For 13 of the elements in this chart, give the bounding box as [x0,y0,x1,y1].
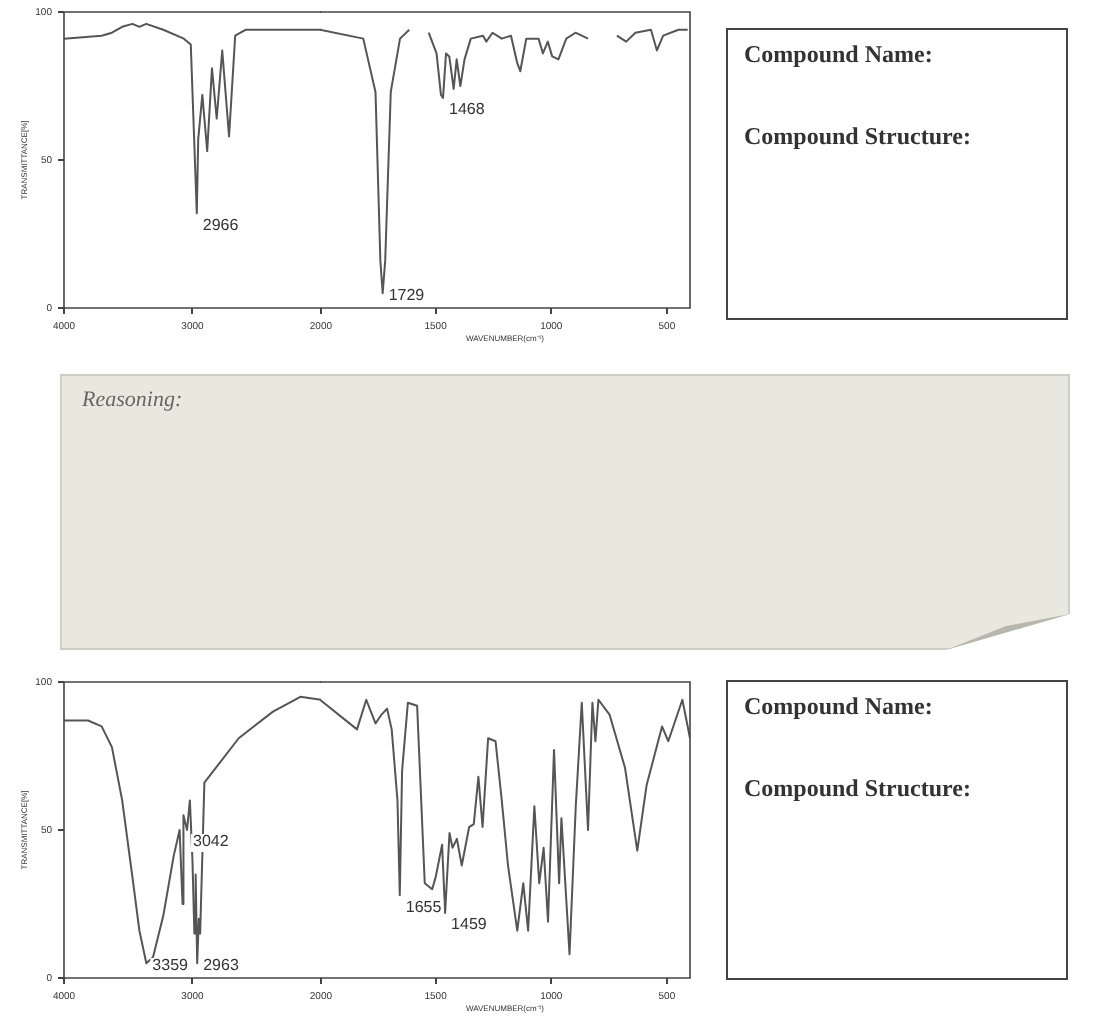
text: Compound Structure: [744,774,973,804]
annotation: 1655 [405,897,443,916]
text: Reasoning: [82,388,185,412]
annotation: 1459 [451,915,488,934]
annotation: 3042 [193,832,230,851]
text: Compound Name: [744,40,935,70]
annotation: 1729 [388,286,426,305]
annotation: 2966 [202,215,240,234]
text: Compound Structure: [744,122,973,152]
annotation: 1468 [449,100,486,119]
annotation: 2963 [203,956,240,975]
annotation: 3359 [152,956,190,975]
text: Compound Name: [744,692,935,722]
